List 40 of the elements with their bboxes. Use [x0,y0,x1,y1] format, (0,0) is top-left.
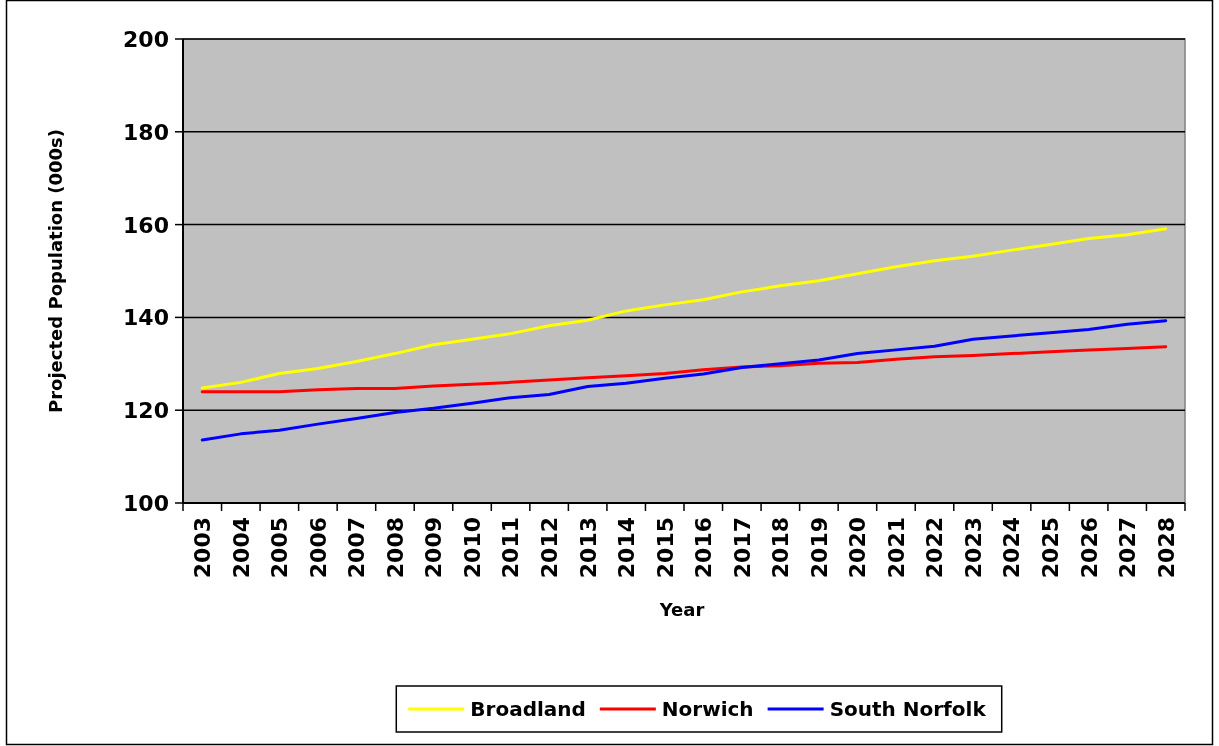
x-tick-label: 2010 [459,517,485,579]
x-tick-label: 2028 [1153,517,1179,579]
y-tick-label: 200 [123,26,169,52]
x-tick-label: 2019 [806,517,832,579]
x-tick-label: 2009 [421,517,447,579]
x-tick-label: 2017 [729,517,755,579]
x-tick-label: 2007 [344,517,370,579]
x-tick-label: 2004 [228,517,254,579]
x-tick-label: 2018 [768,517,794,579]
x-tick-label: 2020 [845,517,871,579]
legend-label: Broadland [470,697,586,722]
legend-label: South Norfolk [829,697,987,722]
x-tick-label: 2006 [305,517,331,579]
x-tick-label: 2022 [922,517,948,579]
x-tick-label: 2013 [575,517,601,579]
legend-label: Norwich [661,697,754,722]
line-series [200,319,1168,442]
line-series [200,345,1168,394]
x-tick-label: 2021 [883,517,909,579]
x-tick-label: 2005 [267,517,293,579]
x-tick-label: 2016 [691,517,717,579]
x-tick-label: 2008 [382,517,408,579]
y-tick-label: 180 [123,119,169,145]
x-tick-label: 2023 [960,517,986,579]
y-axis-title: Projected Population (000s) [45,129,66,413]
x-tick-label: 2024 [999,517,1025,579]
x-tick-label: 2026 [1076,517,1102,579]
x-axis-title: Year [658,599,705,620]
x-tick-label: 2025 [1038,517,1064,579]
x-tick-label: 2011 [498,517,524,579]
x-tick-label: 2027 [1115,517,1141,579]
y-tick-label: 100 [123,490,169,516]
y-tick-label: 160 [123,212,169,238]
x-tick-label: 2014 [614,517,640,579]
x-tick-label: 2003 [190,517,216,579]
x-tick-label: 2012 [537,517,563,579]
line-series [200,227,1168,390]
y-tick-label: 120 [123,398,169,424]
x-tick-label: 2015 [652,517,678,579]
y-tick-label: 140 [123,305,169,331]
